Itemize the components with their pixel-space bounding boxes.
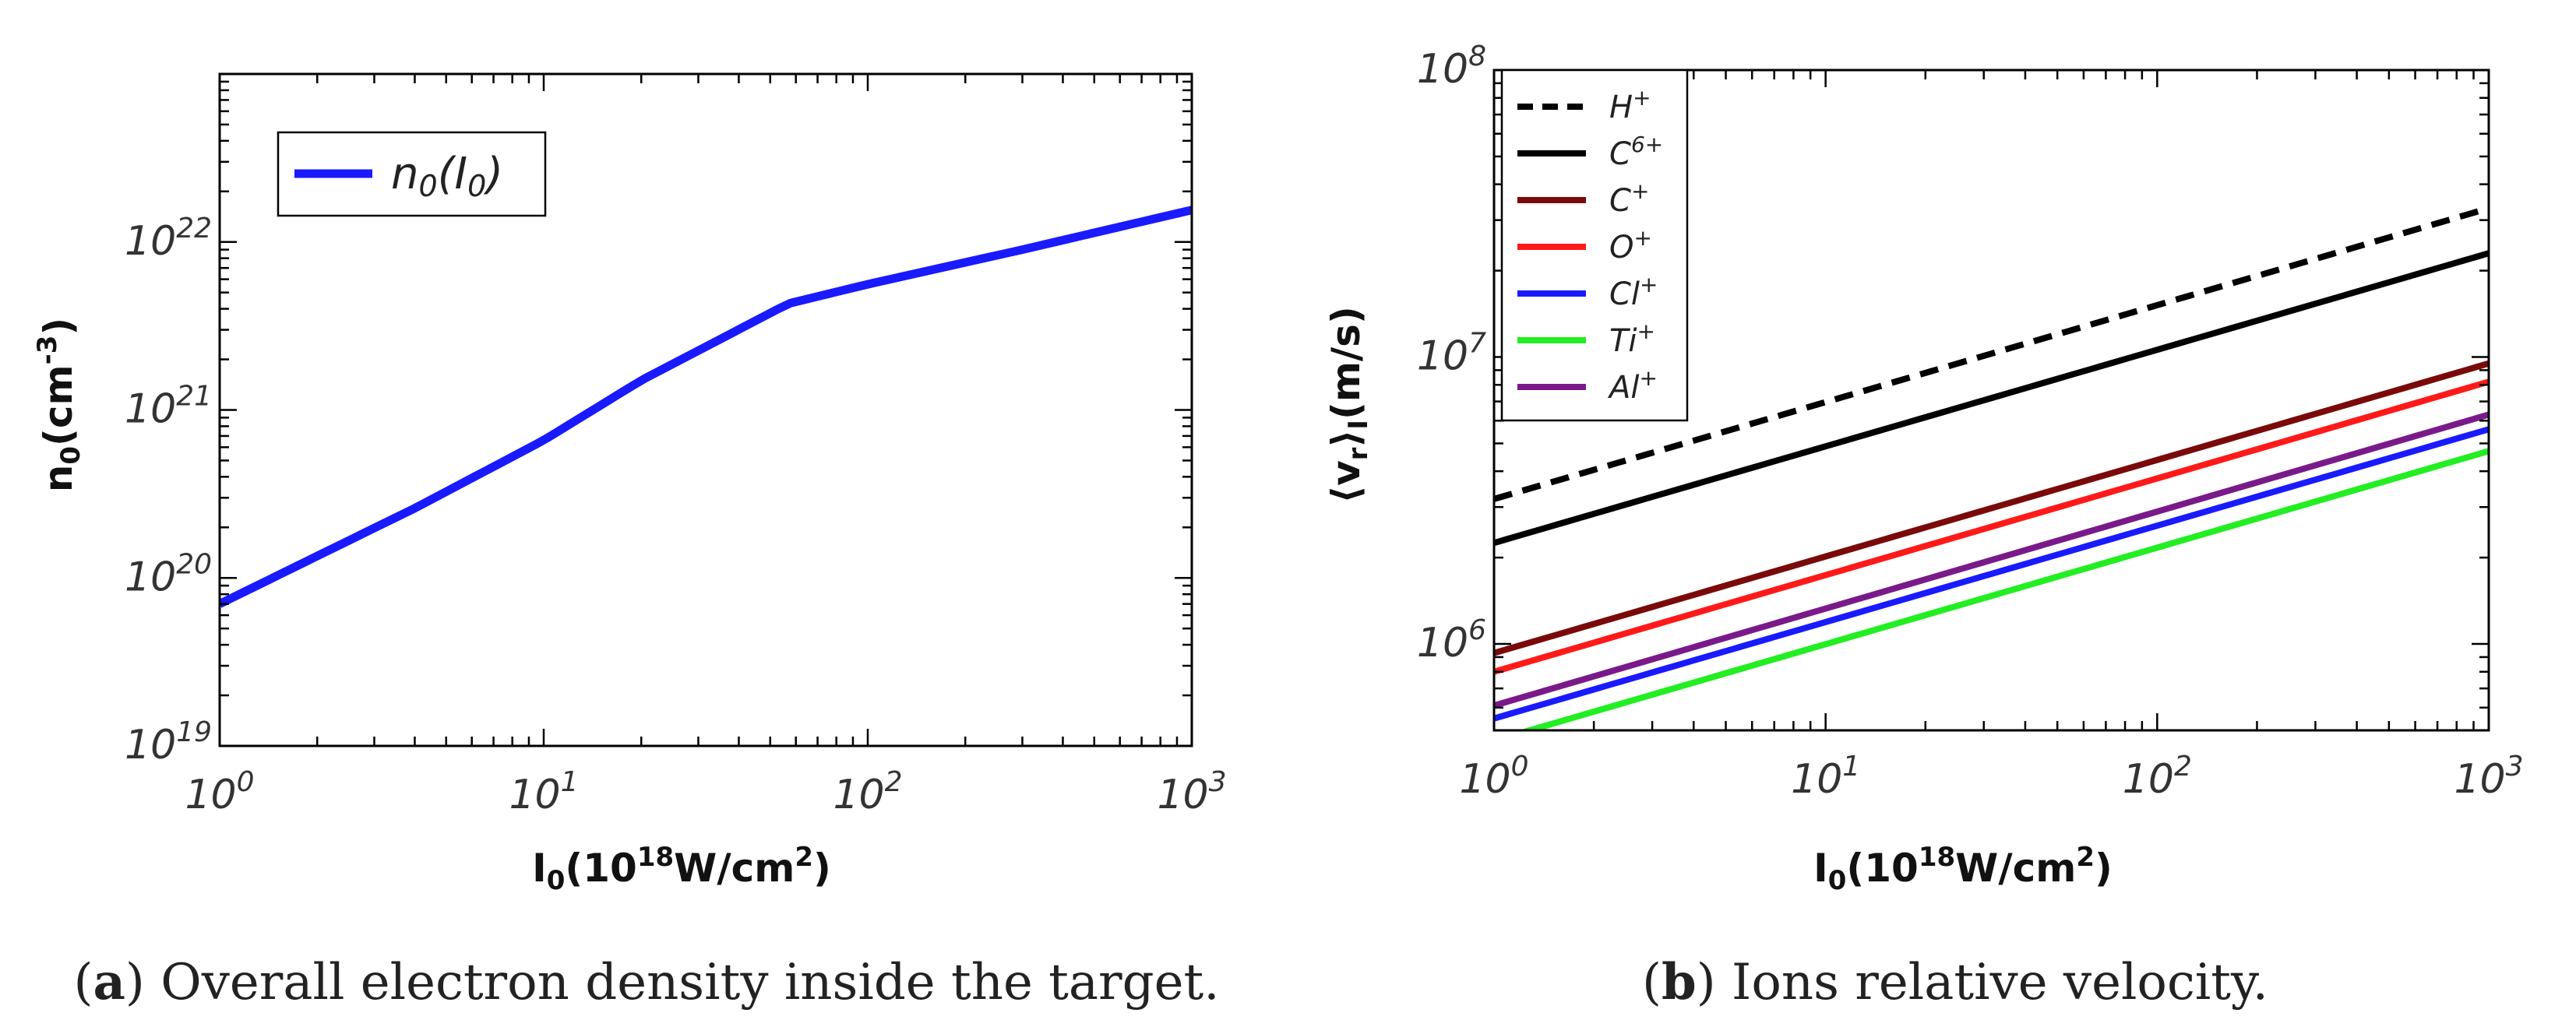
a-y-tick-label: 1019 [125, 716, 212, 768]
b-y-tick-label: 107 [1417, 328, 1486, 380]
b-series-line-o-3 [1494, 378, 2489, 675]
a-y-tick-label: 1022 [125, 213, 212, 265]
panel-a-y-axis-label: n0(cm-3) [32, 318, 86, 493]
a-x-tick-label: 103 [1157, 766, 1226, 818]
panel-b-legend: H+ C6+ C+ O+ Cl+ Ti+ Al+ [1500, 69, 1689, 422]
legend-label-h: H+ [1609, 85, 1651, 125]
panel-b-y-axis-label: ⟨vr⟩I(m/s) [1323, 306, 1374, 504]
a-x-tick-label: 101 [509, 766, 578, 818]
panel-b-chart: 100 101 102 103 106 107 108 H+ C6+ C+ O+ Cl+ Ti+ Al+… [1323, 40, 2524, 1011]
legend-label-o: O+ [1609, 225, 1652, 266]
b-series-line-ti-5 [1518, 448, 2489, 730]
legend-label-c6: C6+ [1609, 132, 1663, 172]
a-y-tick-label: 1020 [125, 548, 212, 600]
b-series-line-al-6 [1494, 411, 2489, 709]
legend-label-al: Al+ [1607, 365, 1658, 406]
panel-b-caption: (b) Ions relative velocity. [1642, 953, 2268, 1011]
b-x-tick-label: 102 [2123, 751, 2192, 803]
panel-a-legend: n0(I0) [277, 131, 547, 217]
a-series-line-n0i0-0 [220, 206, 1192, 608]
b-series-line-cl-4 [1494, 426, 2489, 722]
b-y-tick-label: 108 [1417, 40, 1486, 93]
a-x-tick-label: 100 [185, 766, 254, 818]
legend-label-cl: Cl+ [1609, 272, 1658, 312]
panel-b-x-axis-label: I0(1018W/cm2) [1813, 842, 2113, 896]
b-series-line-h-0 [1494, 205, 2489, 502]
b-y-tick-label: 106 [1417, 614, 1486, 666]
panel-b-plot-frame [1492, 69, 2490, 732]
panel-a-caption: (a) Overall electron density inside the … [73, 953, 1219, 1011]
legend-label-n0: n0(I0) [391, 149, 503, 203]
a-y-tick-label: 1021 [125, 381, 212, 433]
panel-a-x-axis-label: I0(1018W/cm2) [532, 842, 831, 896]
b-x-tick-label: 101 [1791, 751, 1860, 803]
panel-a-chart: 100 101 102 103 1019 1020 1021 1022 n0(I0) I0(1… [32, 72, 1227, 1011]
legend-label-ti: Ti+ [1609, 318, 1655, 359]
b-series-line-c6-1 [1494, 250, 2489, 547]
b-x-tick-label: 100 [1459, 751, 1528, 803]
b-series-line-c-2 [1494, 360, 2489, 656]
a-x-tick-label: 102 [833, 766, 902, 818]
legend-label-c: C+ [1609, 178, 1649, 219]
b-x-tick-label: 103 [2454, 751, 2523, 803]
